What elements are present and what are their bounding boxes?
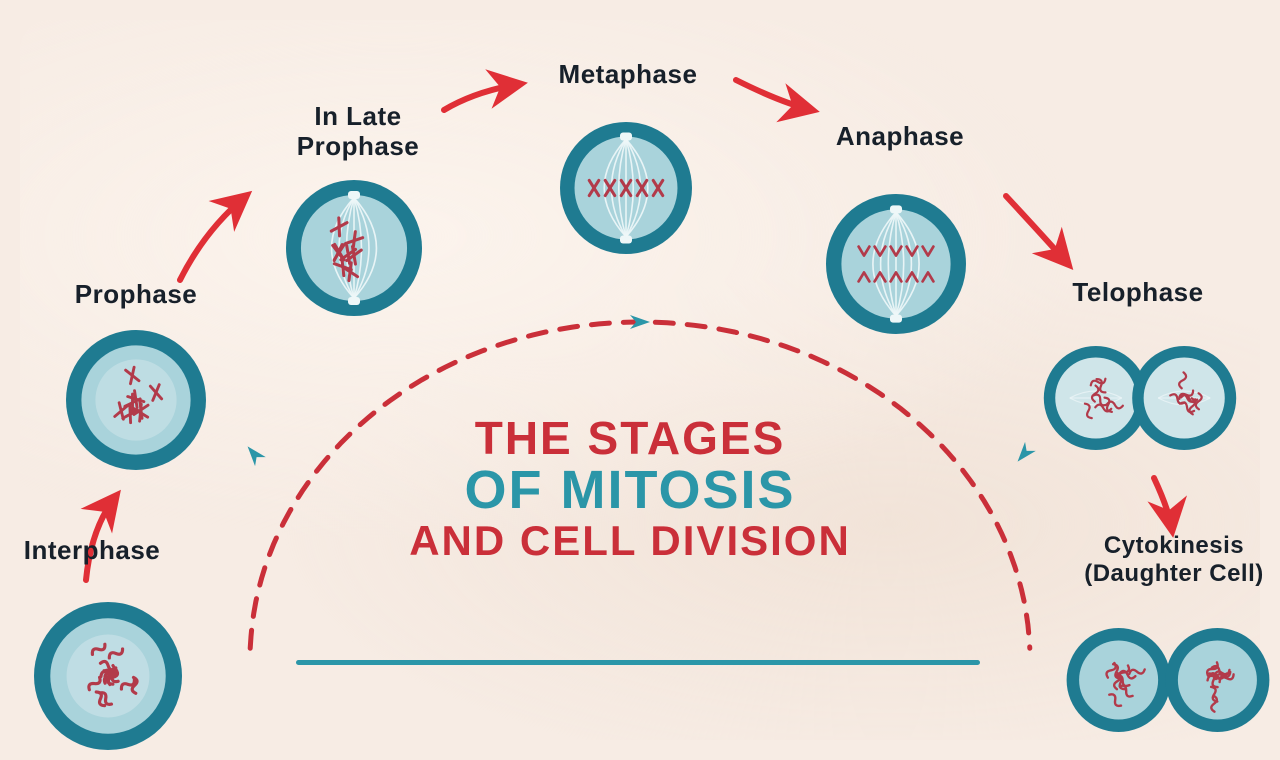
label-prophase: Prophase: [26, 280, 246, 310]
label-interphase: Interphase: [0, 536, 202, 566]
label-metaphase: Metaphase: [518, 60, 738, 90]
title-line-1: THE STAGES: [290, 414, 970, 462]
title-line-2: OF MITOSIS: [290, 462, 970, 519]
background: [0, 0, 1280, 760]
diagram-canvas: Interphase Prophase In Late Prophase Metaph…: [0, 0, 1280, 760]
label-late-prophase: In Late Prophase: [248, 102, 468, 162]
label-anaphase: Anaphase: [790, 122, 1010, 152]
title-line-3: AND CELL DIVISION: [290, 519, 970, 563]
title-underline: [296, 660, 980, 665]
label-cytokinesis: Cytokinesis (Daughter Cell): [1064, 532, 1280, 587]
title-block: THE STAGESOF MITOSISAND CELL DIVISION: [290, 414, 970, 563]
label-telophase: Telophase: [1028, 278, 1248, 308]
